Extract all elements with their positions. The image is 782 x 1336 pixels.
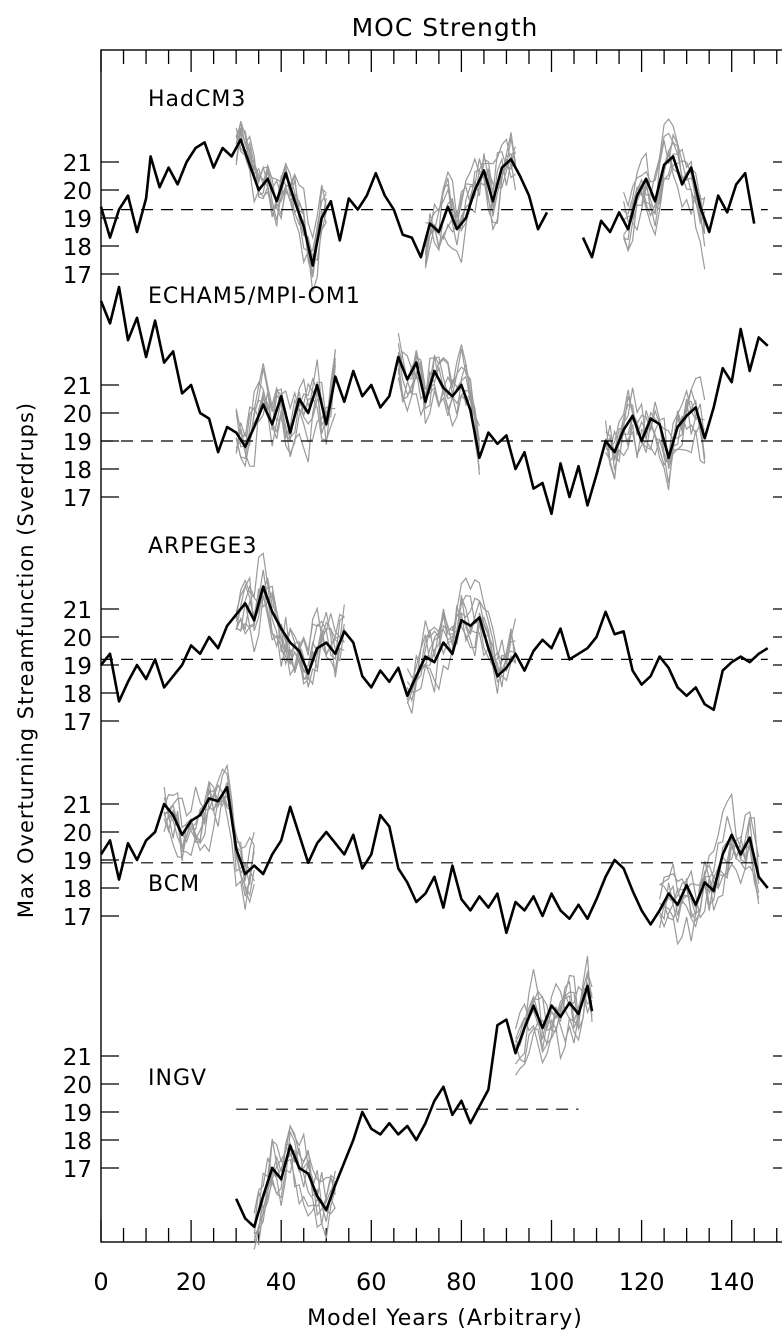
- panel-label: BCM: [148, 872, 200, 897]
- ensemble-member-line: [605, 398, 705, 484]
- ensemble-member-line: [623, 132, 706, 226]
- ensemble-member-line: [163, 793, 255, 910]
- y-tick-label: 21: [63, 151, 92, 177]
- y-tick-label: 21: [63, 598, 92, 624]
- ensemble-member-line: [623, 118, 706, 235]
- ensemble-member-line: [425, 132, 517, 252]
- control-line: [235, 984, 594, 1229]
- y-tick-label: 19: [63, 207, 92, 233]
- y-tick-label: 18: [63, 458, 92, 484]
- ensemble-member-line: [406, 595, 516, 694]
- x-tick-label: 120: [619, 1268, 665, 1296]
- y-tick-label: 17: [63, 905, 92, 931]
- control-line: [99, 585, 769, 712]
- ensemble-member-line: [605, 389, 706, 467]
- ensemble-member-line: [623, 149, 706, 236]
- y-tick-label: 19: [63, 430, 92, 456]
- ensemble-member-line: [406, 577, 517, 714]
- control-line: [99, 138, 549, 267]
- ensemble-member-line: [163, 783, 255, 897]
- ensemble-member-line: [659, 841, 760, 916]
- panel-label: HadCM3: [148, 87, 246, 112]
- y-tick-label: 18: [63, 1129, 92, 1155]
- control-line: [581, 155, 756, 259]
- control-line: [99, 785, 769, 935]
- x-axis-label: Model Years (Arbitrary): [307, 1306, 583, 1331]
- ensemble-member-line: [623, 160, 706, 241]
- ensemble-member-line: [253, 1143, 336, 1250]
- y-tick-label: 21: [63, 793, 92, 819]
- y-tick-label: 20: [63, 179, 92, 205]
- panel-label: ARPEGE3: [148, 534, 257, 559]
- x-tick-label: 140: [709, 1268, 755, 1296]
- y-tick-label: 20: [63, 402, 92, 428]
- ensemble-member-line: [235, 585, 345, 686]
- x-tick-label: 80: [446, 1268, 477, 1296]
- y-axis-label: Max Overturning Streamfunction (Sverdrup…: [14, 402, 38, 918]
- y-tick-label: 19: [63, 849, 92, 875]
- x-tick-label: 40: [266, 1268, 297, 1296]
- ensemble-member-line: [397, 360, 480, 441]
- ensemble-member-line: [659, 835, 760, 923]
- ensemble-member-line: [253, 1157, 336, 1215]
- x-tick-label: 60: [356, 1268, 387, 1296]
- plot-frame: [100, 49, 782, 1243]
- y-tick-label: 20: [63, 1073, 92, 1099]
- ensemble-member-line: [235, 131, 327, 240]
- ensemble-member-line: [659, 810, 760, 929]
- control-line: [99, 285, 769, 516]
- y-tick-label: 19: [63, 1101, 92, 1127]
- y-tick-label: 20: [63, 626, 92, 652]
- ensemble-member-line: [397, 356, 480, 450]
- x-tick-label: 100: [529, 1268, 575, 1296]
- ensemble-member-line: [514, 981, 593, 1064]
- y-tick-label: 17: [63, 1157, 92, 1183]
- ensemble-member-line: [235, 134, 327, 262]
- ensemble-member-line: [235, 367, 336, 468]
- ensemble-member-line: [515, 970, 593, 1050]
- y-tick-label: 21: [63, 1045, 92, 1071]
- ensemble-member-line: [235, 361, 336, 467]
- y-tick-label: 17: [63, 486, 92, 512]
- ensemble-member-line: [235, 578, 345, 686]
- x-tick-label: 20: [176, 1268, 207, 1296]
- ensemble-member-line: [406, 596, 516, 703]
- panel-label: INGV: [148, 1066, 207, 1091]
- ensemble-member-line: [605, 412, 706, 465]
- ensemble-member-line: [253, 1124, 336, 1234]
- y-tick-label: 20: [63, 821, 92, 847]
- ensemble-member-line: [235, 357, 336, 453]
- ensemble-member-line: [235, 350, 336, 450]
- ensemble-member-line: [605, 388, 706, 467]
- panel-label: ECHAM5/MPI-OM1: [148, 284, 361, 309]
- y-tick-label: 17: [63, 710, 92, 736]
- ensemble-member-line: [424, 137, 517, 251]
- y-tick-label: 19: [63, 654, 92, 680]
- ensemble-member-line: [397, 343, 480, 475]
- y-tick-label: 18: [63, 235, 92, 261]
- y-tick-label: 17: [63, 263, 92, 289]
- ensemble-member-line: [406, 597, 516, 693]
- y-tick-label: 21: [63, 374, 92, 400]
- ensemble-member-line: [235, 569, 345, 681]
- x-tick-label: 0: [93, 1268, 108, 1296]
- ensemble-member-line: [659, 840, 760, 929]
- y-tick-label: 18: [63, 877, 92, 903]
- chart-title: MOC Strength: [352, 13, 539, 42]
- y-tick-label: 18: [63, 682, 92, 708]
- ensemble-member-line: [406, 594, 517, 701]
- ensemble-member-line: [163, 763, 255, 904]
